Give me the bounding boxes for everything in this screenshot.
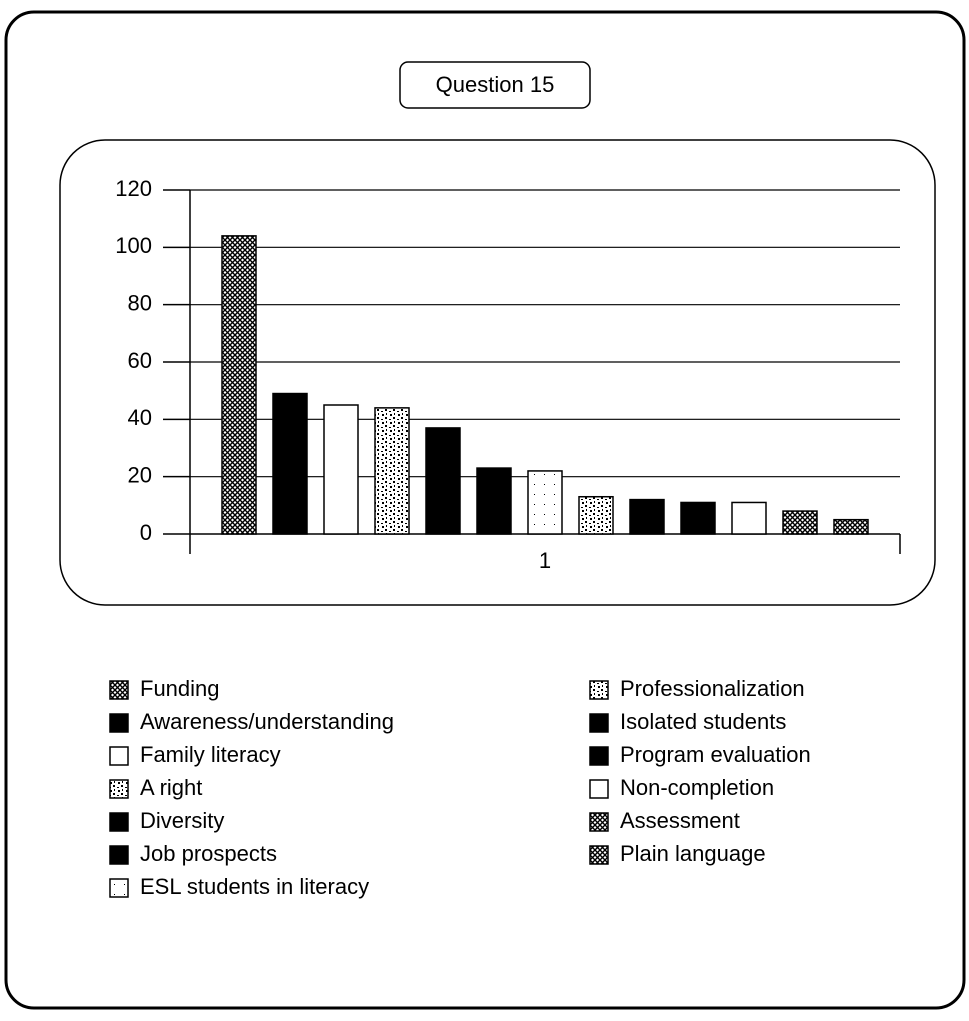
legend-swatch — [589, 713, 609, 733]
bar — [476, 467, 512, 535]
bar — [782, 510, 818, 535]
legend-label: Assessment — [620, 808, 740, 833]
bar — [323, 404, 359, 535]
y-tick-label: 120 — [115, 176, 152, 201]
legend-label: Job prospects — [140, 841, 277, 866]
legend-swatch — [589, 812, 609, 832]
y-tick-label: 40 — [128, 405, 152, 430]
legend-swatch — [589, 746, 609, 766]
bar — [680, 501, 716, 535]
bar — [425, 427, 461, 535]
legend-label: ESL students in literacy — [140, 874, 369, 899]
legend-swatch — [109, 746, 129, 766]
legend-label: A right — [140, 775, 202, 800]
legend-label: Family literacy — [140, 742, 281, 767]
legend-label: Professionalization — [620, 676, 805, 701]
legend-label: Awareness/understanding — [140, 709, 394, 734]
y-tick-label: 100 — [115, 233, 152, 258]
y-tick-label: 60 — [128, 348, 152, 373]
legend-label: Funding — [140, 676, 220, 701]
bar — [527, 470, 563, 535]
y-tick-label: 20 — [128, 462, 152, 487]
legend-label: Non-completion — [620, 775, 774, 800]
legend-label: Plain language — [620, 841, 766, 866]
y-tick-label: 80 — [128, 290, 152, 315]
plot-frame — [59, 139, 936, 606]
bar — [731, 501, 767, 535]
legend-swatch — [589, 779, 609, 799]
bar — [272, 392, 308, 535]
legend-label: Diversity — [140, 808, 224, 833]
legend-swatch — [109, 680, 129, 700]
legend-swatch — [589, 680, 609, 700]
bar — [221, 235, 257, 535]
title-box — [399, 61, 591, 109]
legend-swatch — [109, 713, 129, 733]
chart-title: Question 15 — [436, 72, 555, 97]
bar — [578, 495, 614, 535]
legend-label: Isolated students — [620, 709, 786, 734]
bar — [374, 407, 410, 535]
legend-swatch — [109, 878, 129, 898]
bar — [833, 518, 869, 535]
bar — [629, 498, 665, 535]
legend-swatch — [589, 845, 609, 865]
legend-swatch — [109, 845, 129, 865]
y-tick-label: 0 — [140, 520, 152, 545]
legend-swatch — [109, 779, 129, 799]
legend-label: Program evaluation — [620, 742, 811, 767]
legend-swatch — [109, 812, 129, 832]
x-tick-label: 1 — [539, 548, 551, 573]
